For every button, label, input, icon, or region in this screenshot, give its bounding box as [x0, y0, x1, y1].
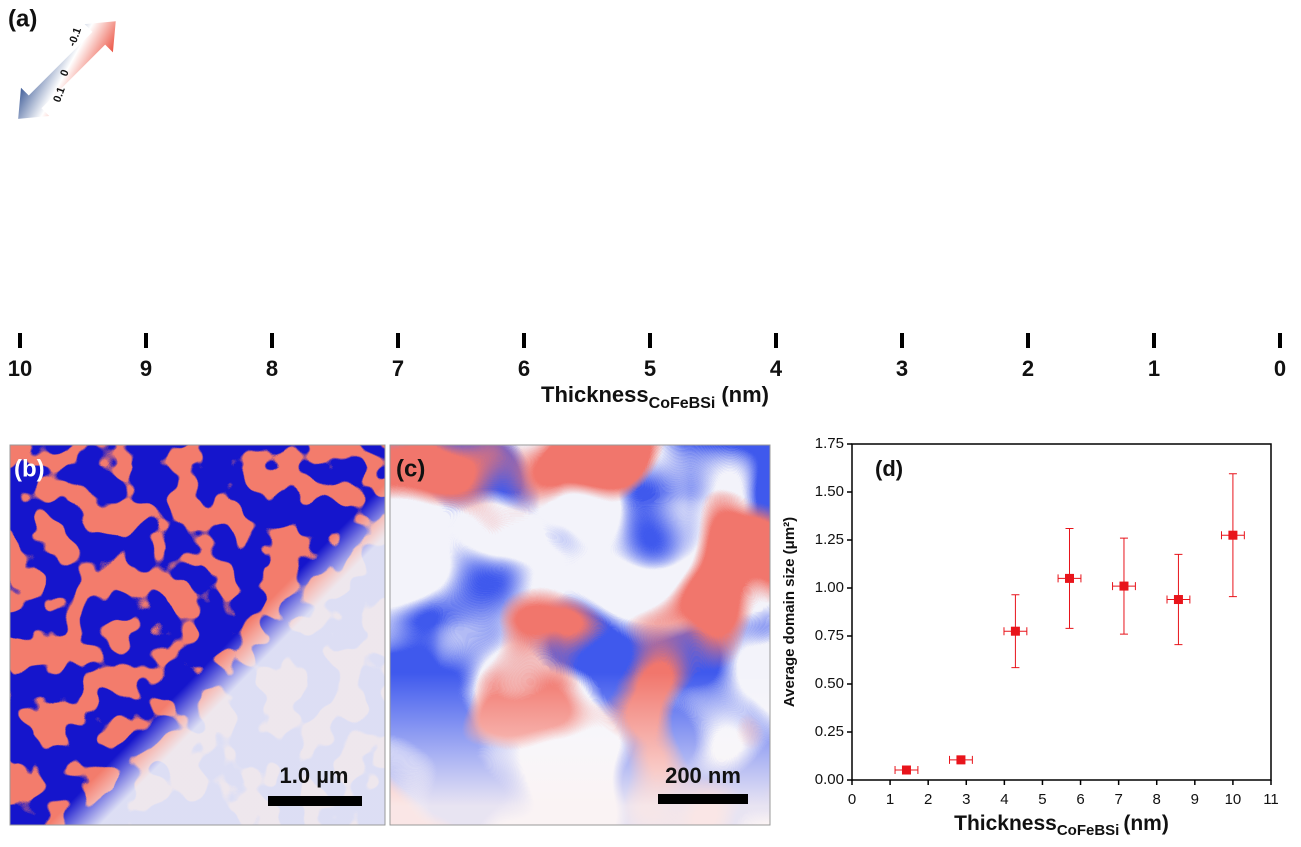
x-tick-label: 7 [392, 356, 404, 381]
panel-label: (c) [396, 455, 425, 482]
x-axis-title-sub: CoFeBSi [1057, 822, 1120, 839]
y-tick-label: 0.75 [815, 627, 844, 644]
mosaic-image [8, 8, 1288, 333]
x-tick-label: 5 [1038, 791, 1046, 808]
panel-label: (d) [875, 456, 903, 481]
x-tick-label: 5 [644, 356, 656, 381]
colorbar-arrow [18, 21, 116, 119]
data-point [1064, 573, 1074, 583]
x-tick-label: 10 [8, 356, 32, 381]
data-point [901, 765, 911, 775]
x-axis-title-unit: (nm) [1123, 812, 1169, 835]
x-tick-label: 9 [1191, 791, 1199, 808]
x-tick-label: 6 [1076, 791, 1084, 808]
x-tick-label: 3 [896, 356, 908, 381]
y-tick-label: 1.00 [815, 579, 844, 596]
x-tick-label: 4 [770, 356, 783, 381]
x-tick-label: 1 [886, 791, 894, 808]
y-tick-label: 0.00 [815, 771, 844, 788]
y-tick-label: 0.25 [815, 723, 844, 740]
x-tick-label: 0 [848, 791, 856, 808]
x-tick-label: 6 [518, 356, 530, 381]
data-point [1228, 530, 1238, 540]
colorbar-label: 0.1 [51, 86, 68, 104]
data-point [1010, 626, 1020, 636]
y-tick-label: 1.25 [815, 531, 844, 548]
plot-frame [851, 443, 1272, 781]
scale-bar [268, 796, 362, 806]
x-axis-title: ThicknessCoFeBSi (nm) [954, 812, 1169, 839]
scale-bar-label: 1.0 µm [280, 763, 349, 788]
x-tick-label: 9 [140, 356, 152, 381]
image-b [9, 444, 386, 826]
y-tick-label: 1.50 [815, 483, 844, 500]
x-tick-label: 2 [924, 791, 932, 808]
data-point [956, 755, 966, 765]
x-tick-label: 8 [266, 356, 278, 381]
y-tick-label: 0.50 [815, 675, 844, 692]
x-tick-label: 10 [1225, 791, 1242, 808]
colorbar-label: 0 [58, 68, 71, 78]
y-tick-label: 1.75 [815, 435, 844, 452]
x-axis-title-main: Thickness [954, 812, 1057, 835]
chart: 0 1 2 3 4 5 6 7 8 9 10 11 0.00 0.25 0.50 0.75 1.00 1.25 1.… [781, 435, 1279, 839]
panel-label: (b) [14, 455, 45, 482]
scale-bar [658, 794, 748, 804]
x-tick-label: 1 [1148, 356, 1160, 381]
x-axis-title: ThicknessCoFeBSi (nm) [541, 382, 769, 412]
image-c [389, 444, 771, 826]
x-tick-label: 8 [1153, 791, 1161, 808]
x-tick-label: 4 [1000, 791, 1008, 808]
x-tick-label: 0 [1274, 356, 1286, 381]
data-point [1173, 595, 1183, 605]
x-tick-label: 3 [962, 791, 970, 808]
scale-bar-label: 200 nm [665, 763, 741, 788]
panel-label: (a) [8, 5, 37, 32]
y-axis-title: Average domain size (μm²) [781, 517, 798, 707]
data-point [1119, 581, 1129, 591]
x-tick-label: 7 [1114, 791, 1122, 808]
x-tick-label: 2 [1022, 356, 1034, 381]
x-tick-label: 11 [1263, 791, 1279, 808]
